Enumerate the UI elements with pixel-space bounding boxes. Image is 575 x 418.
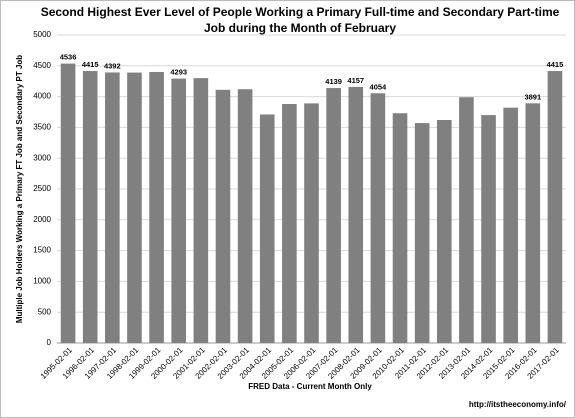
bar (503, 107, 518, 343)
value-label: 4536 (60, 53, 77, 62)
y-tick-label: 2500 (33, 184, 51, 193)
bar (282, 103, 297, 343)
bar (525, 103, 541, 344)
bar (60, 63, 76, 344)
y-tick-label: 500 (38, 307, 52, 316)
value-label: 4415 (82, 60, 99, 69)
value-label: 4054 (370, 82, 388, 91)
bar (237, 89, 253, 343)
bar (259, 114, 275, 344)
chart-subtitle: Job during the Month of February (204, 21, 396, 35)
y-tick-label: 1500 (33, 246, 51, 255)
bar (370, 93, 386, 344)
bar (348, 86, 364, 343)
bar (149, 71, 164, 344)
y-tick-label: 4500 (33, 61, 51, 70)
bar (127, 72, 142, 344)
y-tick-label: 0 (47, 338, 52, 347)
bar (105, 72, 120, 344)
bar (414, 123, 430, 343)
y-tick-label: 3000 (33, 153, 51, 162)
bar (459, 97, 474, 343)
value-label: 4293 (170, 68, 187, 77)
y-tick-label: 5000 (33, 30, 51, 39)
bar (481, 115, 496, 343)
value-label: 4415 (547, 60, 564, 69)
bar (392, 113, 408, 344)
y-tick-label: 2000 (33, 215, 51, 224)
y-tick-label: 4000 (33, 92, 51, 101)
value-label: 4392 (104, 61, 121, 70)
chart-title: Second Highest Ever Level of People Work… (41, 5, 560, 19)
y-tick-label: 3500 (33, 123, 51, 132)
value-label: 4139 (325, 77, 342, 86)
value-label: 3891 (524, 92, 541, 101)
bar (326, 88, 341, 343)
bar (547, 71, 563, 343)
value-label: 4157 (347, 76, 364, 85)
y-tick-label: 1000 (33, 277, 51, 286)
bar (304, 103, 319, 343)
bar (436, 120, 452, 344)
x-axis-label: FRED Data - Current Month Only (248, 382, 372, 391)
footer: http://itstheeconomy.info/ (469, 400, 567, 409)
bar (171, 78, 187, 343)
bar (193, 78, 209, 344)
bar (215, 89, 231, 343)
bar (82, 71, 98, 343)
y-axis-label: Multiple Job Holders Working a Primary F… (15, 55, 24, 323)
